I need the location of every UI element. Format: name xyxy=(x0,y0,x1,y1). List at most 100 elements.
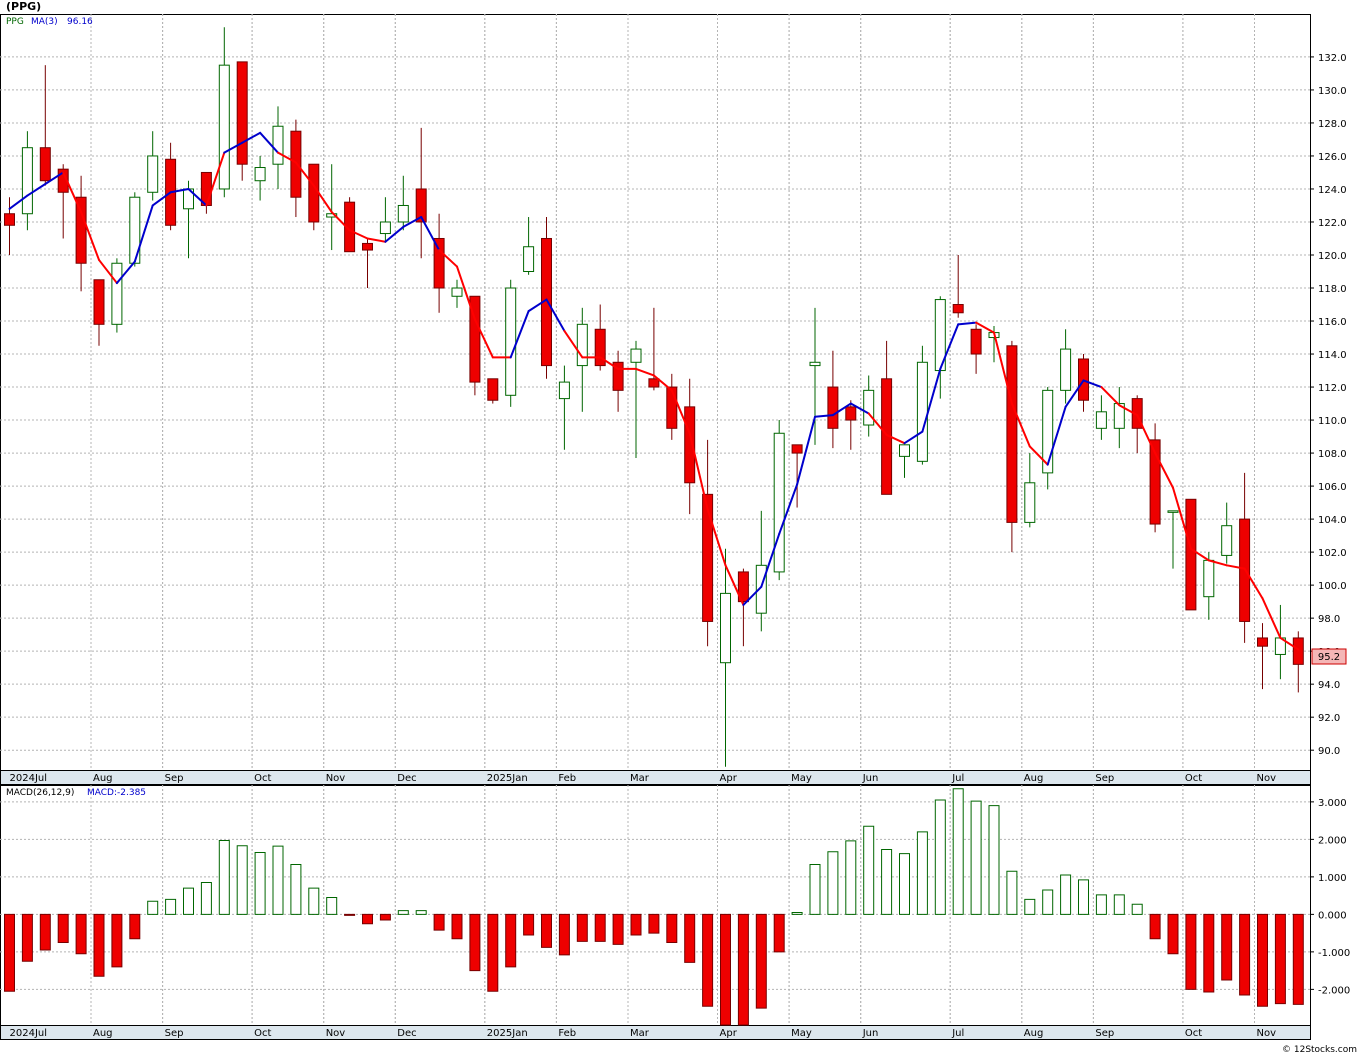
candle-body xyxy=(970,328,982,355)
candle xyxy=(666,373,678,440)
candle xyxy=(899,444,910,478)
candle-body xyxy=(57,168,69,193)
price-tick-label: 92.0 xyxy=(1318,713,1340,724)
candle xyxy=(254,155,266,201)
month-label: Oct xyxy=(1185,773,1202,784)
candle-body xyxy=(326,213,338,218)
candle-body xyxy=(254,167,266,182)
ma-segment xyxy=(921,367,942,433)
ma-segment xyxy=(26,183,47,197)
candle xyxy=(326,164,338,251)
ma-segment xyxy=(724,564,745,606)
ma-segment xyxy=(670,389,691,435)
candle xyxy=(1149,423,1161,533)
candle xyxy=(1221,502,1233,564)
price-grid xyxy=(0,14,1311,771)
ma-segment xyxy=(527,298,548,313)
month-label: Apr xyxy=(720,1028,738,1039)
macd-tick-label: -1.000 xyxy=(1318,948,1350,959)
candle xyxy=(845,400,857,450)
candle-body xyxy=(236,61,248,165)
candle-body xyxy=(200,171,212,206)
macd-bar xyxy=(129,913,141,940)
macd-bar xyxy=(630,913,642,936)
month-label: Oct xyxy=(254,1028,271,1039)
candle xyxy=(415,127,427,259)
candle-body xyxy=(916,361,928,462)
candle xyxy=(523,217,535,275)
candle-body xyxy=(720,592,731,664)
price-y-axis: 90.092.094.096.098.0100.0102.0104.0106.0… xyxy=(1310,14,1347,770)
macd-bar xyxy=(1131,903,1143,915)
candle-body xyxy=(594,328,606,367)
macd-bar xyxy=(308,887,320,915)
price-tick-label: 118.0 xyxy=(1318,284,1347,295)
ma-segment xyxy=(867,412,888,436)
candle-body xyxy=(308,163,320,223)
candle-body xyxy=(1292,637,1304,665)
ma-segment xyxy=(1225,564,1246,570)
candle-body xyxy=(576,323,588,367)
month-label: Feb xyxy=(558,773,576,784)
month-label: Oct xyxy=(254,773,271,784)
ma-segment xyxy=(652,374,673,392)
ma-segment xyxy=(1028,445,1049,466)
macd-bar xyxy=(165,898,177,915)
candle-body xyxy=(505,287,517,396)
macd-bar xyxy=(147,900,159,915)
price-tick-label: 128.0 xyxy=(1318,119,1347,130)
macd-bar xyxy=(75,913,87,955)
candle-body xyxy=(129,196,141,264)
ma-segment xyxy=(1100,386,1121,407)
ma-segment xyxy=(849,402,870,415)
candle xyxy=(129,192,141,267)
month-label: Aug xyxy=(1024,1028,1044,1039)
macd-bar xyxy=(236,845,248,915)
ma-segment xyxy=(1243,567,1264,600)
macd-bar xyxy=(1149,913,1161,940)
macd-bar xyxy=(791,912,803,915)
candle xyxy=(1167,510,1179,569)
candle xyxy=(147,131,159,201)
candle-body xyxy=(863,389,875,426)
candle-body xyxy=(415,188,427,223)
watermark: © 12Stocks.com xyxy=(1282,1045,1357,1055)
ma-segment xyxy=(957,321,978,326)
ma-segment xyxy=(1207,559,1228,567)
ma-segment xyxy=(975,321,995,334)
price-tick-label: 126.0 xyxy=(1318,152,1347,163)
candle xyxy=(272,106,284,189)
ma-segment xyxy=(903,430,924,445)
ma-segment xyxy=(993,331,1013,405)
month-label: May xyxy=(791,1028,812,1039)
candle xyxy=(111,258,123,333)
macd-bar xyxy=(558,913,570,956)
candle xyxy=(93,279,105,346)
month-label: Aug xyxy=(93,1028,113,1039)
macd-bar xyxy=(970,800,982,915)
candle xyxy=(702,439,714,647)
month-label: Nov xyxy=(1257,773,1277,784)
candle-body xyxy=(791,444,803,454)
candle-body xyxy=(1042,389,1054,474)
month-label: 2025Jan xyxy=(487,1028,528,1039)
price-tick-label: 110.0 xyxy=(1318,416,1347,427)
month-label: Jul xyxy=(951,1028,964,1039)
macd-bar xyxy=(1006,870,1018,915)
price-tick-label: 112.0 xyxy=(1318,383,1347,394)
candle xyxy=(576,307,588,412)
macd-bar xyxy=(433,913,445,931)
candle xyxy=(558,365,570,450)
candle xyxy=(1113,387,1125,449)
macd-bar xyxy=(505,913,517,968)
moving-average-line xyxy=(8,131,1300,651)
macd-bar xyxy=(755,913,767,1009)
macd-bar xyxy=(1257,913,1268,1007)
ma-segment xyxy=(312,184,333,214)
candle-body xyxy=(362,242,373,251)
candle-body xyxy=(899,444,910,457)
ma-segment xyxy=(115,260,136,285)
macd-bar xyxy=(952,788,964,915)
candle xyxy=(1060,329,1072,404)
macd-histogram xyxy=(4,788,1304,1026)
